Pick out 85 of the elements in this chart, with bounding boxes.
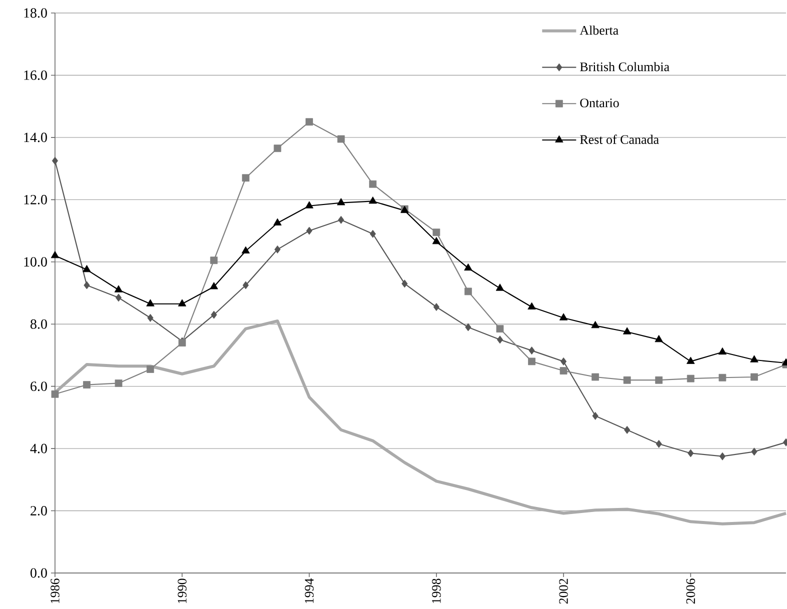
point <box>622 327 632 334</box>
point <box>51 390 59 398</box>
y-tick-label: 18.0 <box>24 8 47 18</box>
point <box>750 355 758 362</box>
point <box>624 426 630 434</box>
point <box>116 294 122 302</box>
point <box>528 302 536 310</box>
point <box>560 367 568 374</box>
point <box>719 452 726 460</box>
point <box>623 376 631 384</box>
point <box>210 282 218 290</box>
point <box>114 285 123 292</box>
point <box>83 381 90 388</box>
point <box>528 346 535 355</box>
point <box>369 180 377 188</box>
point <box>210 256 218 264</box>
legend-label: Alberta <box>580 26 618 35</box>
point <box>656 440 662 448</box>
point <box>305 201 314 208</box>
point <box>50 250 60 258</box>
point <box>370 230 376 238</box>
y-tick-label: 10.0 <box>24 257 47 267</box>
point <box>178 299 186 306</box>
point <box>306 226 312 235</box>
y-tick-label: 6.0 <box>30 382 47 392</box>
point <box>146 366 154 373</box>
legend-label: British Columbia <box>580 62 670 72</box>
point <box>559 313 568 320</box>
point <box>654 334 663 342</box>
point <box>210 310 217 319</box>
point <box>750 373 758 381</box>
point <box>337 135 345 143</box>
y-tick-label: 14.0 <box>24 132 47 142</box>
point <box>242 281 249 290</box>
y-tick-label: 16.0 <box>24 70 47 80</box>
point <box>560 357 567 366</box>
y-tick-label: 12.0 <box>24 194 47 204</box>
y-tick-label: 0.0 <box>30 568 47 578</box>
y-tick-label: 8.0 <box>30 319 47 329</box>
point <box>751 448 758 456</box>
point <box>433 302 440 311</box>
point <box>274 245 281 254</box>
x-tick-label: 1994 <box>304 578 314 604</box>
point <box>686 356 695 364</box>
point <box>242 246 250 254</box>
x-tick-label: 2002 <box>559 578 568 604</box>
point <box>338 216 344 224</box>
point <box>114 380 122 387</box>
point <box>688 449 694 458</box>
point <box>655 376 663 384</box>
y-tick-label: 2.0 <box>30 506 47 516</box>
point <box>592 373 600 381</box>
legend-label: Ontario <box>580 98 619 108</box>
point <box>718 374 726 382</box>
x-tick-label: 1990 <box>178 578 187 604</box>
point <box>464 263 472 271</box>
point <box>273 218 282 226</box>
x-tick-label: 2006 <box>686 578 696 604</box>
point <box>432 228 440 236</box>
y-tick-label: 4.0 <box>30 444 47 454</box>
point <box>274 144 282 152</box>
point <box>496 284 504 291</box>
point <box>591 320 600 328</box>
x-tick-label: 1986 <box>50 578 60 604</box>
legend-label: Rest of Canada <box>580 134 659 144</box>
point <box>496 336 504 344</box>
point <box>718 347 727 355</box>
point <box>242 174 250 182</box>
point <box>496 325 504 332</box>
point <box>464 288 472 296</box>
point <box>528 358 536 366</box>
point <box>82 264 91 272</box>
x-tick-label: 1998 <box>432 578 441 604</box>
point <box>368 196 377 204</box>
point <box>84 281 90 290</box>
point <box>306 118 313 126</box>
point <box>465 323 472 332</box>
point <box>52 156 58 165</box>
point <box>336 198 346 206</box>
point <box>147 314 154 322</box>
point <box>432 236 440 244</box>
point <box>146 299 154 306</box>
point <box>592 412 598 420</box>
point <box>402 280 408 288</box>
point <box>686 374 694 382</box>
